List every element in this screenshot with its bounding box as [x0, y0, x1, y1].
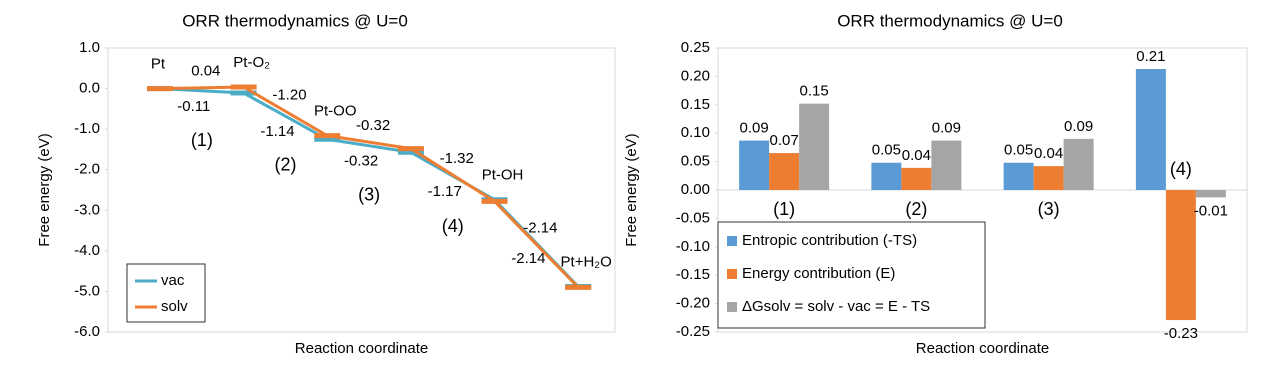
- bar: [901, 167, 932, 190]
- y-tick-label: -0.10: [676, 238, 710, 255]
- legend-label: Entropic contribution (-TS): [742, 232, 917, 249]
- bar: [871, 162, 902, 190]
- plot-area: [107, 47, 616, 333]
- step-label: -2.14: [511, 250, 545, 267]
- step-name: (4): [442, 216, 464, 236]
- y-tick-label: 0.10: [681, 124, 710, 141]
- legend-swatch: [727, 302, 737, 312]
- y-tick-label: 0.20: [681, 67, 710, 84]
- y-tick-label: -3.0: [74, 201, 100, 218]
- step-name: (1): [191, 130, 213, 150]
- bar: [769, 153, 800, 190]
- legend-label: ΔGsolv = solv - vac = E - TS: [742, 298, 930, 315]
- x-tick-label: (2): [905, 199, 927, 219]
- y-axis-title: Free energy (eV): [36, 133, 53, 246]
- step-label: -1.32: [440, 150, 474, 167]
- x-tick-label: (1): [773, 199, 795, 219]
- bar: [1135, 69, 1166, 190]
- y-tick-label: 0.25: [681, 39, 710, 56]
- bar: [1033, 166, 1064, 190]
- level-label: Pt-OH: [482, 167, 524, 184]
- value-label: 0.09: [740, 120, 769, 137]
- bar: [1063, 138, 1094, 190]
- step-name: (2): [274, 154, 296, 174]
- y-tick-label: -0.25: [676, 323, 710, 340]
- y-tick-label: -1.0: [74, 120, 100, 137]
- value-label: 0.21: [1136, 48, 1165, 65]
- legend-swatch: [727, 236, 737, 246]
- bar: [739, 140, 770, 190]
- value-label: 0.04: [1034, 145, 1063, 162]
- y-tick-label: -0.05: [676, 209, 710, 226]
- step-label: -1.20: [272, 86, 306, 103]
- legend-label: Energy contribution (E): [742, 265, 895, 282]
- x-axis-title: Reaction coordinate: [916, 340, 1049, 357]
- level-label: Pt: [151, 56, 166, 73]
- value-label: -0.23: [1164, 325, 1198, 342]
- level-label: Pt-OO: [314, 103, 357, 120]
- value-label: 0.05: [872, 142, 901, 159]
- y-tick-label: -4.0: [74, 242, 100, 259]
- bar: [1165, 190, 1196, 321]
- value-label: 0.05: [1004, 142, 1033, 159]
- value-label: -0.01: [1194, 202, 1228, 219]
- x-tick-label: (4): [1170, 159, 1192, 179]
- bar: [1003, 162, 1034, 190]
- step-label: -1.17: [428, 183, 462, 200]
- x-axis-title: Reaction coordinate: [295, 340, 428, 357]
- y-tick-label: -6.0: [74, 323, 100, 340]
- chart-title: ORR thermodynamics @ U=0: [182, 11, 408, 30]
- value-label: 0.09: [1064, 118, 1093, 135]
- y-tick-label: -5.0: [74, 282, 100, 299]
- y-tick-label: 0.05: [681, 153, 710, 170]
- step-label: 0.04: [191, 63, 220, 80]
- legend-label: solv: [161, 298, 188, 315]
- level-label: Pt-O₂: [233, 54, 270, 71]
- chart-title: ORR thermodynamics @ U=0: [837, 11, 1063, 30]
- step-label: -1.14: [260, 123, 294, 140]
- y-tick-label: 0.00: [681, 181, 710, 198]
- legend-swatch: [727, 269, 737, 279]
- step-label: -0.32: [356, 117, 390, 134]
- legend-box: [717, 221, 986, 329]
- energy-line: [159, 85, 580, 289]
- step-label: -0.32: [344, 153, 378, 170]
- y-tick-label: 0.0: [79, 80, 100, 97]
- legend-box: [126, 263, 206, 323]
- y-tick-label: -0.15: [676, 266, 710, 283]
- step-label: -0.11: [177, 98, 210, 115]
- y-tick-label: 1.0: [79, 39, 100, 56]
- y-tick-label: 0.15: [681, 96, 710, 113]
- value-label: 0.09: [932, 120, 961, 137]
- value-label: 0.07: [770, 132, 799, 149]
- step-label: -2.14: [523, 219, 557, 236]
- level-label: Pt+H₂O: [561, 254, 612, 271]
- step-name: (3): [358, 185, 380, 205]
- bar: [931, 140, 962, 190]
- value-label: 0.04: [902, 147, 931, 164]
- y-tick-label: -2.0: [74, 161, 100, 178]
- y-tick-label: -0.20: [676, 295, 710, 312]
- bar: [1195, 190, 1226, 198]
- y-axis-title: Free energy (eV): [623, 133, 640, 246]
- x-tick-label: (3): [1038, 199, 1060, 219]
- bar: [799, 103, 830, 190]
- value-label: 0.15: [800, 83, 829, 100]
- legend-label: vac: [161, 272, 185, 289]
